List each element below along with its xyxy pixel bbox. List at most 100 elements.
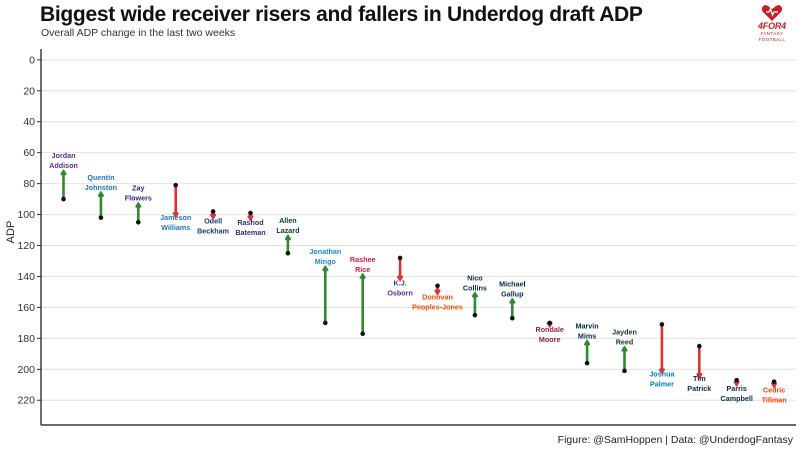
chart-caption: Figure: @SamHoppen | Data: @UnderdogFant… bbox=[557, 434, 793, 446]
player-last-name: Moore bbox=[539, 335, 561, 344]
player-last-name: Williams bbox=[161, 223, 190, 232]
player-first-name: Quentin bbox=[87, 173, 114, 182]
previous-adp-point bbox=[510, 315, 515, 321]
player-last-name: Beckham bbox=[197, 227, 229, 236]
player-label: Michael Gallup bbox=[499, 280, 525, 299]
player-label: Odell Beckham bbox=[197, 217, 229, 236]
y-tick-label: 160 bbox=[17, 302, 35, 314]
player-first-name: Jordan bbox=[52, 151, 76, 160]
player-label: Marvin Mims bbox=[576, 321, 599, 340]
y-tick-label: 140 bbox=[17, 271, 35, 283]
player-label: K.J. Osborn bbox=[387, 279, 413, 298]
player-first-name: Odell bbox=[204, 217, 222, 226]
logo-subtext: FANTASY FOOTBALL bbox=[758, 31, 786, 42]
player-last-name: Campbell bbox=[721, 394, 753, 403]
player-label: Jordan Addison bbox=[49, 151, 78, 170]
player-label: Cedric Tillman bbox=[762, 385, 787, 404]
player-label: Nico Collins bbox=[463, 273, 487, 292]
player-label: Parris Campbell bbox=[721, 384, 753, 403]
player-last-name: Osborn bbox=[387, 289, 413, 298]
player-first-name: Tim bbox=[693, 374, 706, 383]
y-tick-label: 20 bbox=[23, 85, 35, 97]
previous-adp-point bbox=[622, 368, 627, 374]
previous-adp-point bbox=[323, 320, 328, 326]
player-label: Tim Patrick bbox=[687, 374, 711, 393]
y-tick-label: 100 bbox=[17, 209, 35, 221]
previous-adp-point bbox=[697, 343, 702, 349]
player-last-name: Rice bbox=[355, 265, 370, 274]
player-last-name: Collins bbox=[463, 283, 487, 292]
player-last-name: Palmer bbox=[650, 379, 674, 388]
player-last-name: Johnston bbox=[85, 183, 117, 192]
player-last-name: Mims bbox=[578, 331, 596, 340]
previous-adp-point bbox=[98, 215, 104, 220]
player-first-name: Parris bbox=[727, 384, 747, 393]
player-label: Donovan Peoples-Jones bbox=[412, 292, 463, 311]
player-last-name: Peoples-Jones bbox=[412, 302, 463, 311]
player-label: Rashee Rice bbox=[350, 255, 376, 274]
y-tick-label: 180 bbox=[17, 333, 35, 345]
previous-adp-point bbox=[397, 255, 403, 261]
player-label: Quentin Johnston bbox=[85, 173, 117, 192]
previous-adp-point bbox=[584, 360, 590, 366]
previous-adp-point bbox=[435, 283, 440, 289]
previous-adp-point bbox=[771, 379, 777, 384]
previous-adp-point bbox=[210, 209, 216, 214]
player-label: Allen Lazard bbox=[276, 216, 299, 235]
previous-adp-point bbox=[285, 250, 291, 256]
previous-adp-point bbox=[61, 196, 66, 202]
previous-adp-point bbox=[360, 331, 366, 337]
player-label: Rondale Moore bbox=[536, 325, 564, 344]
player-first-name: Michael bbox=[499, 280, 525, 289]
y-tick-label: 60 bbox=[23, 147, 35, 159]
player-first-name: Cedric bbox=[763, 385, 785, 394]
y-tick-label: 0 bbox=[29, 54, 35, 66]
player-first-name: Marvin bbox=[576, 321, 599, 330]
player-last-name: Lazard bbox=[276, 226, 299, 235]
previous-adp-point bbox=[659, 322, 665, 327]
previous-adp-point bbox=[173, 182, 178, 188]
player-last-name: Bateman bbox=[235, 228, 265, 237]
y-tick-label: 220 bbox=[17, 395, 35, 407]
previous-adp-point bbox=[248, 210, 253, 216]
y-axis: 0 20 40 60 80 100 120 140 160 180 200 220 ADP bbox=[5, 49, 796, 426]
player-label: Joshua Palmer bbox=[649, 369, 675, 388]
player-first-name: Rondale bbox=[536, 325, 564, 334]
y-axis-title: ADP bbox=[5, 221, 17, 244]
player-last-name: Gallup bbox=[501, 290, 524, 299]
grid-lines bbox=[41, 59, 796, 401]
player-label: Rashod Bateman bbox=[235, 218, 265, 237]
player-first-name: Donovan bbox=[422, 292, 453, 301]
player-last-name: Tillman bbox=[762, 395, 787, 404]
logo-text: 4FOR4 bbox=[757, 21, 786, 31]
brand-logo: 4FOR4 FANTASY FOOTBALL bbox=[750, 4, 794, 43]
player-last-name: Addison bbox=[49, 161, 78, 170]
player-label: Jameson Williams bbox=[160, 213, 191, 232]
player-last-name: Patrick bbox=[687, 384, 711, 393]
player-labels: Jordan Addison Quentin Johnston Zay Flowers Ja… bbox=[49, 151, 786, 404]
y-tick-label: 120 bbox=[17, 240, 35, 252]
player-label: Jonathan Mingo bbox=[309, 247, 341, 266]
player-last-name: Reed bbox=[616, 338, 634, 347]
previous-adp-point bbox=[136, 220, 141, 225]
player-label: Jayden Reed bbox=[612, 328, 637, 347]
player-first-name: K.J. bbox=[394, 279, 407, 288]
player-first-name: Rashod bbox=[237, 218, 263, 227]
previous-adp-point bbox=[472, 312, 478, 318]
player-first-name: Zay bbox=[132, 184, 144, 193]
player-first-name: Jonathan bbox=[309, 247, 341, 256]
y-tick-label: 80 bbox=[23, 178, 35, 190]
player-first-name: Allen bbox=[279, 216, 297, 225]
y-tick-label: 200 bbox=[17, 364, 35, 376]
player-last-name: Mingo bbox=[315, 257, 337, 266]
player-first-name: Jayden bbox=[612, 328, 637, 337]
player-first-name: Nico bbox=[467, 273, 483, 282]
previous-adp-point bbox=[547, 320, 552, 326]
chart-subtitle: Overall ADP change in the last two weeks bbox=[41, 27, 236, 39]
player-first-name: Rashee bbox=[350, 255, 376, 264]
arrow-marks bbox=[61, 171, 776, 386]
player-first-name: Joshua bbox=[649, 369, 675, 378]
y-tick-label: 40 bbox=[23, 116, 35, 128]
player-last-name: Flowers bbox=[125, 194, 152, 203]
